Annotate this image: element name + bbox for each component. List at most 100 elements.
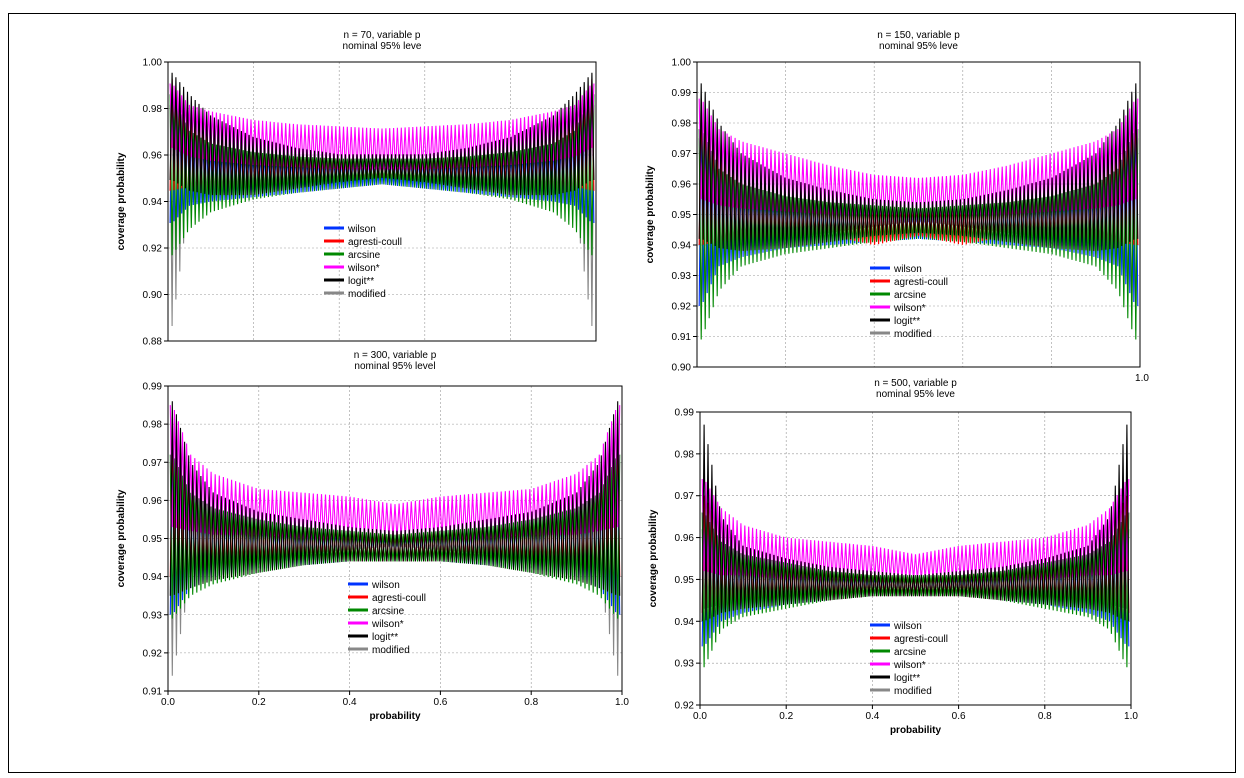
legend-label: wilson xyxy=(371,580,400,591)
legend-label: logit** xyxy=(372,632,398,643)
legend-label: modified xyxy=(894,686,932,697)
series-line-logit xyxy=(169,72,595,196)
x-axis-label: probability xyxy=(890,725,942,736)
y-tick-label: 0.93 xyxy=(672,271,692,282)
legend-label: agresti-coull xyxy=(894,277,948,288)
legend-label: wilson xyxy=(893,621,922,632)
y-axis-label: coverage probability xyxy=(116,152,127,250)
x-tick-label: 1.0 xyxy=(1135,373,1149,384)
y-tick-label: 0.94 xyxy=(675,617,695,628)
legend-label: logit** xyxy=(894,316,920,327)
legend-label: arcsine xyxy=(894,290,927,301)
series-line-logit xyxy=(698,83,1139,252)
y-tick-label: 0.97 xyxy=(143,458,163,469)
series-line-wilson xyxy=(169,83,595,170)
x-tick-label: 0.0 xyxy=(161,697,175,708)
series-line-logit xyxy=(701,424,1130,622)
y-tick-label: 0.95 xyxy=(143,534,163,545)
y-tick-label: 0.97 xyxy=(675,491,695,502)
legend-label: logit** xyxy=(348,276,374,287)
y-tick-label: 0.98 xyxy=(675,449,695,460)
legend: wilson agresti-coull arcsine wilson* logit**… xyxy=(348,580,426,656)
y-tick-label: 0.95 xyxy=(672,210,692,221)
series-line-arcsine xyxy=(169,94,595,256)
y-tick-label: 0.94 xyxy=(143,197,163,208)
legend-label: modified xyxy=(894,329,932,340)
series-line-arcsine xyxy=(698,129,1139,340)
legend: wilson agresti-coull arcsine wilson* logit**… xyxy=(870,264,948,340)
y-tick-label: 0.98 xyxy=(672,119,692,130)
y-tick-label: 0.98 xyxy=(143,104,163,115)
x-tick-label: 0.2 xyxy=(779,711,793,722)
legend-label: agresti-coull xyxy=(372,593,426,604)
y-axis-label: coverage probability xyxy=(645,165,656,263)
legend-label: wilson* xyxy=(893,303,926,314)
y-tick-label: 0.99 xyxy=(672,88,692,99)
chart-title: n = 70, variable p xyxy=(344,30,421,41)
chart-subtitle: nominal 95% leve xyxy=(879,41,958,52)
legend-label: modified xyxy=(348,289,386,300)
plot-area xyxy=(699,411,1132,706)
y-axis-label: coverage probability xyxy=(116,489,127,587)
y-tick-label: 0.96 xyxy=(672,180,692,191)
x-tick-label: 0.2 xyxy=(252,697,266,708)
series-line-arcsine xyxy=(169,454,621,619)
y-tick-label: 1.00 xyxy=(672,58,692,69)
x-tick-label: 0.6 xyxy=(433,697,447,708)
chart-title: n = 300, variable p xyxy=(354,350,437,361)
y-tick-label: 0.95 xyxy=(675,575,695,586)
legend-label: wilson xyxy=(347,224,376,235)
legend-label: agresti-coull xyxy=(348,237,402,248)
x-tick-label: 0.8 xyxy=(524,697,538,708)
y-tick-label: 0.97 xyxy=(672,149,692,160)
x-tick-label: 0.8 xyxy=(1038,711,1052,722)
legend-label: logit** xyxy=(894,673,920,684)
legend-label: wilson* xyxy=(371,619,404,630)
y-tick-label: 0.90 xyxy=(143,290,163,301)
y-tick-label: 0.99 xyxy=(143,382,163,393)
x-tick-label: 0.0 xyxy=(693,711,707,722)
y-tick-label: 0.96 xyxy=(143,151,163,162)
chart-subtitle: nominal 95% leve xyxy=(343,41,422,52)
y-tick-label: 0.93 xyxy=(143,610,163,621)
chart-subtitle: nominal 95% leve xyxy=(876,389,955,400)
series-line-logit xyxy=(169,401,621,596)
y-tick-label: 0.92 xyxy=(143,244,163,255)
x-axis-label: probability xyxy=(369,711,421,722)
x-tick-label: 1.0 xyxy=(1124,711,1138,722)
x-tick-label: 1.0 xyxy=(615,697,629,708)
y-tick-label: 0.99 xyxy=(675,408,695,419)
legend-label: wilson* xyxy=(893,660,926,671)
y-tick-label: 0.98 xyxy=(143,420,163,431)
y-tick-label: 0.91 xyxy=(672,332,692,343)
legend-label: wilson* xyxy=(347,263,380,274)
y-tick-label: 0.88 xyxy=(143,337,163,348)
y-tick-label: 0.91 xyxy=(143,687,163,698)
y-tick-label: 0.92 xyxy=(675,701,695,712)
y-tick-label: 0.94 xyxy=(672,241,692,252)
legend-label: arcsine xyxy=(372,606,405,617)
y-tick-label: 0.96 xyxy=(675,533,695,544)
y-tick-label: 0.93 xyxy=(675,659,695,670)
y-tick-label: 0.92 xyxy=(143,648,163,659)
legend-label: wilson xyxy=(893,264,922,275)
y-tick-label: 1.00 xyxy=(143,58,163,69)
legend-label: arcsine xyxy=(894,647,927,658)
figure-frame xyxy=(8,13,1236,773)
legend: wilson agresti-coull arcsine wilson* logit**… xyxy=(870,621,948,697)
chart-title: n = 150, variable p xyxy=(877,30,960,41)
x-tick-label: 0.4 xyxy=(343,697,357,708)
x-tick-label: 0.4 xyxy=(865,711,879,722)
y-tick-label: 0.92 xyxy=(672,302,692,313)
legend-label: arcsine xyxy=(348,250,381,261)
legend-label: agresti-coull xyxy=(894,634,948,645)
y-axis-label: coverage probability xyxy=(648,509,659,607)
chart-title: n = 500, variable p xyxy=(874,378,957,389)
x-tick-label: 0.6 xyxy=(952,711,966,722)
y-tick-label: 0.90 xyxy=(672,363,692,374)
